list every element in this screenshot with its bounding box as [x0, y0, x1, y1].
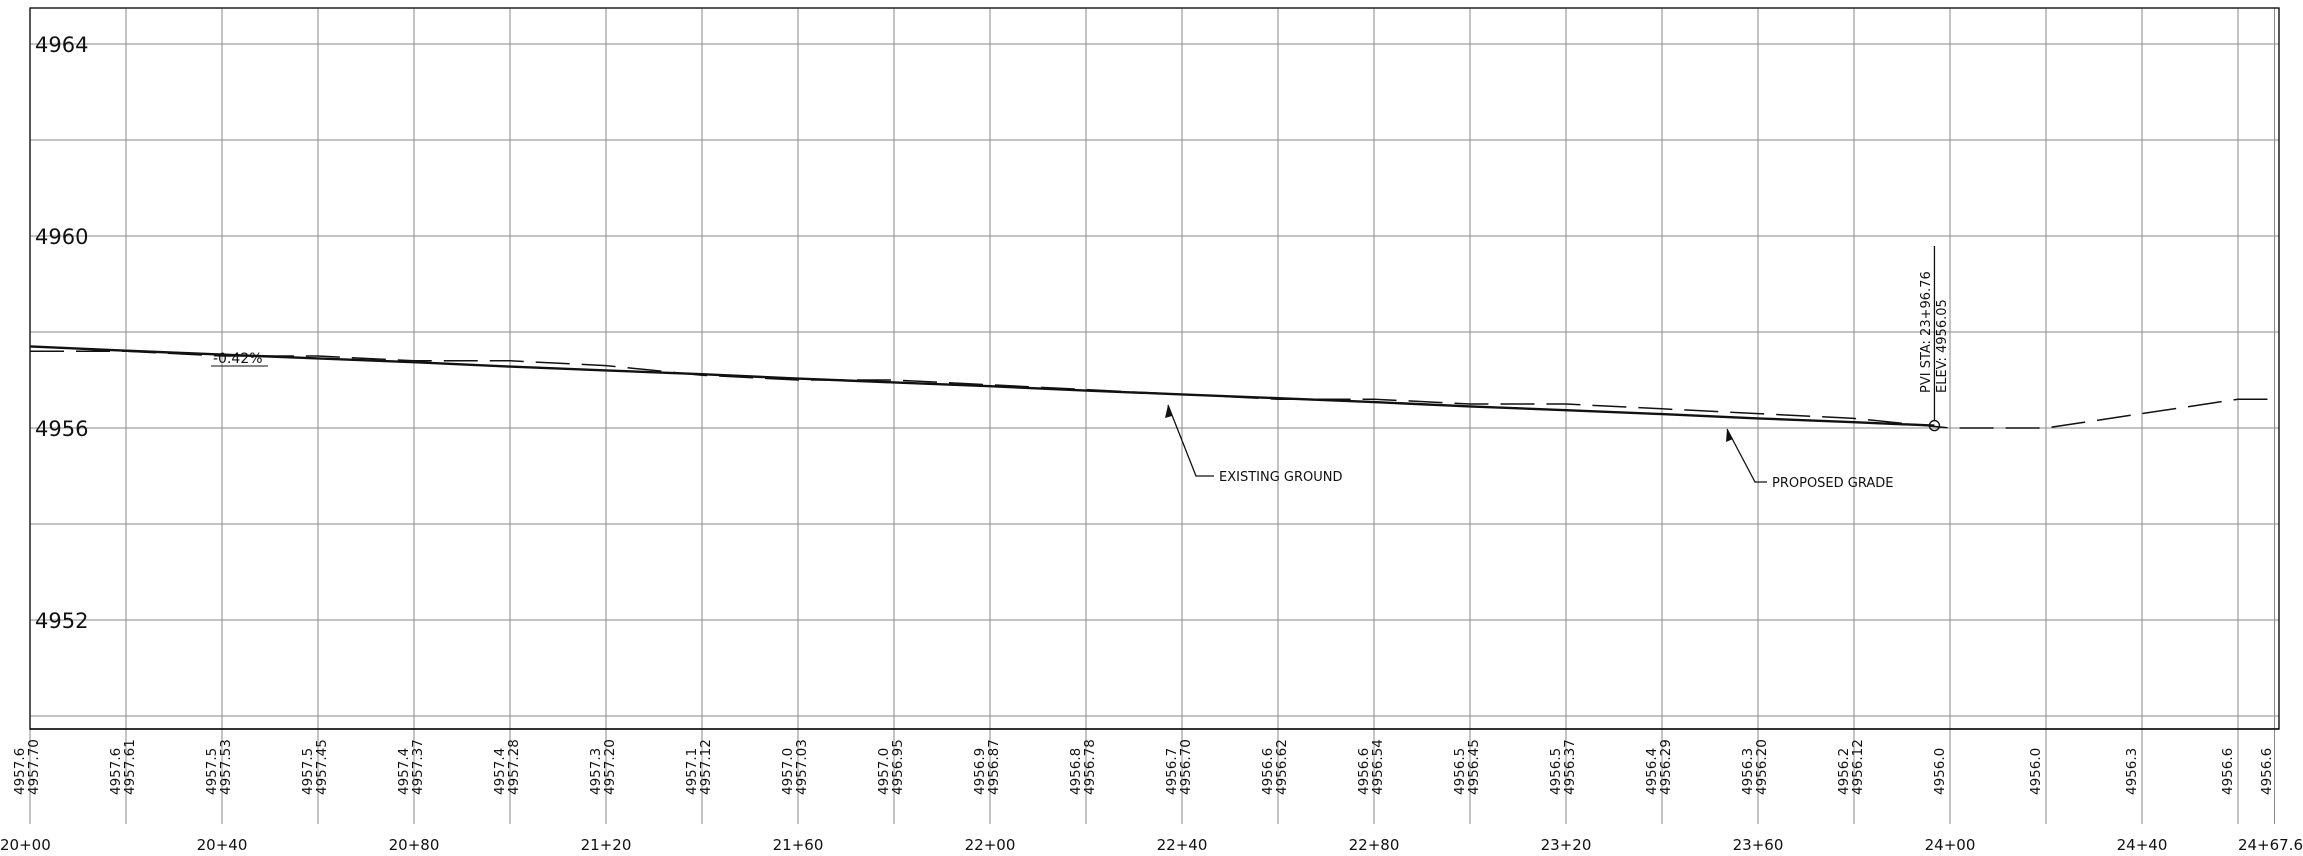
station-tick-label: 20+00 [0, 836, 51, 854]
existing-ground-elevation-value: 4957.6 [12, 748, 28, 795]
existing-ground-elevation-value: 4956.8 [1068, 748, 1084, 795]
elevation-data-band: 4957.6 4957.6 4957.5 4957.5 4957.4 4957.4 4957… [12, 739, 2275, 795]
existing-ground-elevation-value: 4956.5 [1452, 748, 1468, 795]
station-tick-label: 23+20 [1541, 836, 1592, 854]
proposed-grade-elevation-value: 4956.37 [1562, 739, 1578, 795]
existing-ground-elevation-value: 4956.4 [1644, 748, 1660, 795]
station-tick-label: 22+40 [1157, 836, 1208, 854]
proposed-grade-label: PROPOSED GRADE [1772, 476, 1893, 491]
existing-ground-elevation-value: 4956.2 [1836, 748, 1852, 795]
existing-ground-elevation-value: 4957.0 [876, 748, 892, 795]
existing-ground-elevation-value: 4956.6 [1260, 748, 1276, 795]
proposed-grade-elevation-value: 4956.12 [1850, 739, 1866, 795]
elevation-tick-label: 4952 [35, 609, 88, 633]
proposed-grade-elevation-value: 4957.03 [794, 739, 810, 795]
existing-ground-elevation-value: 4957.0 [780, 748, 796, 795]
proposed-grade-elevation-value: 4957.12 [698, 739, 714, 795]
proposed-grade-elevation-value: 4956.20 [1754, 739, 1770, 795]
existing-ground-elevation-value: 4957.5 [204, 748, 220, 795]
proposed-grade-elevation-value: 4956.70 [1178, 739, 1194, 795]
existing-ground-leader [1167, 404, 1214, 477]
existing-ground-arrowhead [1165, 405, 1172, 418]
pvi-station-label: PVI STA: 23+96.76 [1919, 271, 1934, 393]
existing-ground-elevation-value: 4957.3 [588, 748, 604, 795]
proposed-grade-elevation-value: 4957.70 [26, 739, 42, 795]
proposed-grade-elevation-value: 4957.28 [506, 739, 522, 795]
existing-ground-elevation-value: 4957.4 [396, 748, 412, 795]
existing-ground-elevation-value: 4956.6 [2259, 748, 2275, 795]
profile-lines [29, 246, 2275, 432]
station-tick-label: 24+40 [2117, 836, 2168, 854]
elevation-tick-label: 4964 [35, 33, 88, 57]
proposed-grade-elevation-value: 4957.20 [602, 739, 618, 795]
existing-ground-elevation-value: 4957.5 [300, 748, 316, 795]
proposed-grade-elevation-value: 4957.37 [410, 739, 426, 795]
existing-ground-elevation-value: 4956.3 [1740, 748, 1756, 795]
proposed-grade-line [29, 345, 1935, 427]
existing-ground-elevation-value: 4956.0 [2028, 748, 2044, 795]
proposed-grade-elevation-value: 4956.54 [1370, 739, 1386, 795]
proposed-grade-elevation-value: 4957.45 [314, 739, 330, 795]
proposed-grade-elevation-value: 4956.29 [1658, 739, 1674, 795]
existing-ground-elevation-value: 4956.7 [1164, 748, 1180, 795]
existing-ground-elevation-value: 4956.6 [1356, 748, 1372, 795]
proposed-grade-elevation-value: 4957.61 [122, 739, 138, 795]
existing-ground-elevation-value: 4957.6 [108, 748, 124, 795]
proposed-grade-elevation-value: 4956.87 [986, 739, 1002, 795]
elevation-tick-label: 4960 [35, 225, 88, 249]
station-tick-label: 21+60 [773, 836, 824, 854]
station-tick-label: 23+60 [1733, 836, 1784, 854]
existing-ground-elevation-value: 4957.1 [684, 748, 700, 795]
existing-ground-elevation-value: 4956.9 [972, 748, 988, 795]
elevation-tick-label: 4956 [35, 417, 88, 441]
annotations: -0.42% EXISTING GROUND PROPOSED GRADE PV… [211, 271, 1950, 491]
station-tick-label: 22+80 [1349, 836, 1400, 854]
station-axis: 20+00 20+40 20+80 21+20 21+60 22+00 22+40 22+80… [0, 836, 2303, 854]
proposed-grade-elevation-value: 4956.95 [890, 739, 906, 795]
existing-ground-elevation-value: 4957.4 [492, 748, 508, 795]
grid [29, 8, 2279, 824]
station-tick-label: 22+00 [965, 836, 1016, 854]
station-tick-label: 21+20 [581, 836, 632, 854]
existing-ground-elevation-value: 4956.5 [1548, 748, 1564, 795]
station-tick-label: 24+67.6 [2238, 836, 2303, 854]
proposed-grade-elevation-value: 4956.62 [1274, 739, 1290, 795]
existing-ground-elevation-value: 4956.3 [2124, 748, 2140, 795]
proposed-grade-elevation-value: 4956.45 [1466, 739, 1482, 795]
proposed-grade-leader [1726, 428, 1767, 483]
proposed-grade-elevation-value: 4956.78 [1082, 739, 1098, 795]
station-tick-label: 20+80 [389, 836, 440, 854]
station-tick-label: 20+40 [197, 836, 248, 854]
existing-ground-label: EXISTING GROUND [1219, 470, 1343, 485]
existing-ground-elevation-value: 4956.0 [1932, 748, 1948, 795]
pvi-elevation-label: ELEV: 4956.05 [1935, 299, 1950, 393]
elevation-axis: 4964 4960 4956 4952 [35, 33, 88, 633]
existing-ground-elevation-value: 4956.6 [2220, 748, 2236, 795]
station-tick-label: 24+00 [1925, 836, 1976, 854]
proposed-grade-elevation-value: 4957.53 [218, 739, 234, 795]
grade-slope-label: -0.42% [213, 351, 263, 367]
proposed-grade-arrowhead [1726, 429, 1733, 442]
